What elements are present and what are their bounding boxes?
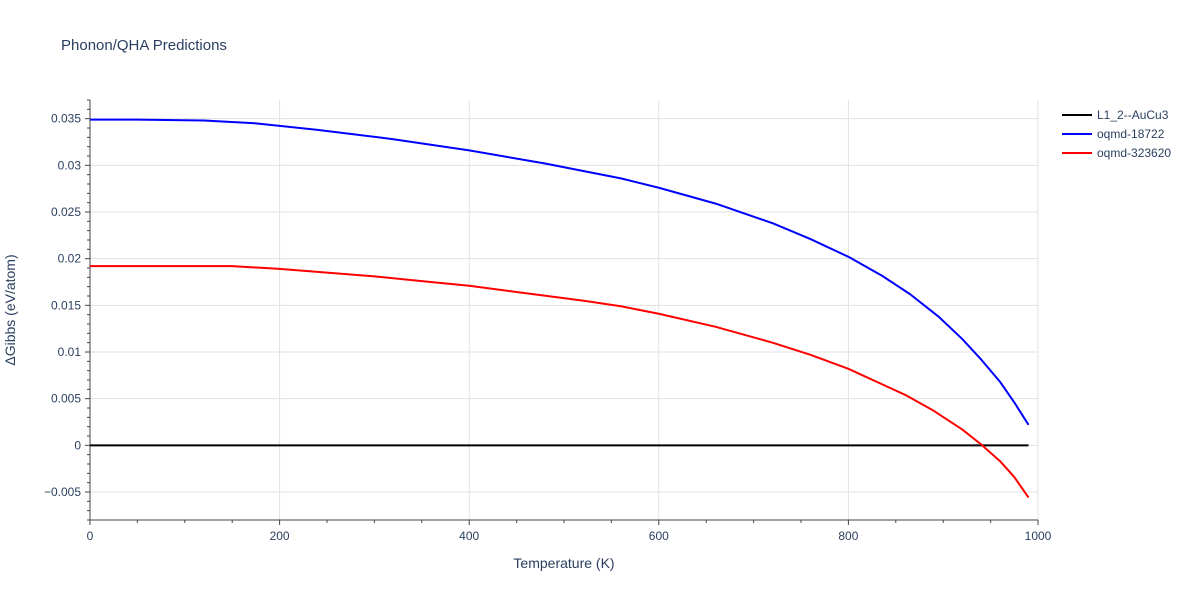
x-tick-label: 0 — [87, 529, 94, 543]
tick-labels: 0 200 400 600 800 1000 −0.005 0 0.005 0.01 0.015 0.… — [44, 112, 1052, 543]
legend-label: oqmd-323620 — [1097, 146, 1171, 160]
legend-item[interactable]: oqmd-323620 — [1062, 146, 1171, 160]
legend-item[interactable]: oqmd-18722 — [1062, 127, 1165, 141]
grid — [90, 100, 1039, 520]
y-tick-label: 0.01 — [58, 345, 82, 359]
y-tick-label: 0.025 — [51, 205, 81, 219]
legend-item[interactable]: L1_2--AuCu3 — [1062, 108, 1169, 122]
x-tick-label: 400 — [459, 529, 479, 543]
series — [90, 118, 1030, 499]
y-tick-label: 0.03 — [58, 158, 82, 172]
y-tick-label: 0.02 — [58, 252, 82, 266]
y-tick-label: 0.035 — [51, 112, 81, 126]
legend[interactable]: L1_2--AuCu3 oqmd-18722 oqmd-323620 — [1062, 108, 1171, 160]
y-axis-title: ΔGibbs (eV/atom) — [2, 254, 18, 365]
x-tick-label: 600 — [649, 529, 669, 543]
x-axis-title: Temperature (K) — [513, 555, 614, 571]
legend-label: L1_2--AuCu3 — [1097, 108, 1169, 122]
legend-label: oqmd-18722 — [1097, 127, 1165, 141]
x-tick-label: 1000 — [1025, 529, 1052, 543]
y-tick-label: 0.015 — [51, 298, 81, 312]
series-line-1[interactable] — [90, 118, 1030, 426]
x-tick-label: 200 — [270, 529, 290, 543]
y-tick-label: 0.005 — [51, 392, 81, 406]
y-tick-label: 0 — [74, 438, 81, 452]
x-tick-label: 800 — [838, 529, 858, 543]
chart-title: Phonon/QHA Predictions — [61, 37, 227, 54]
y-tick-label: −0.005 — [44, 485, 81, 499]
series-line-2[interactable] — [90, 265, 1030, 499]
axes — [85, 99, 1039, 525]
